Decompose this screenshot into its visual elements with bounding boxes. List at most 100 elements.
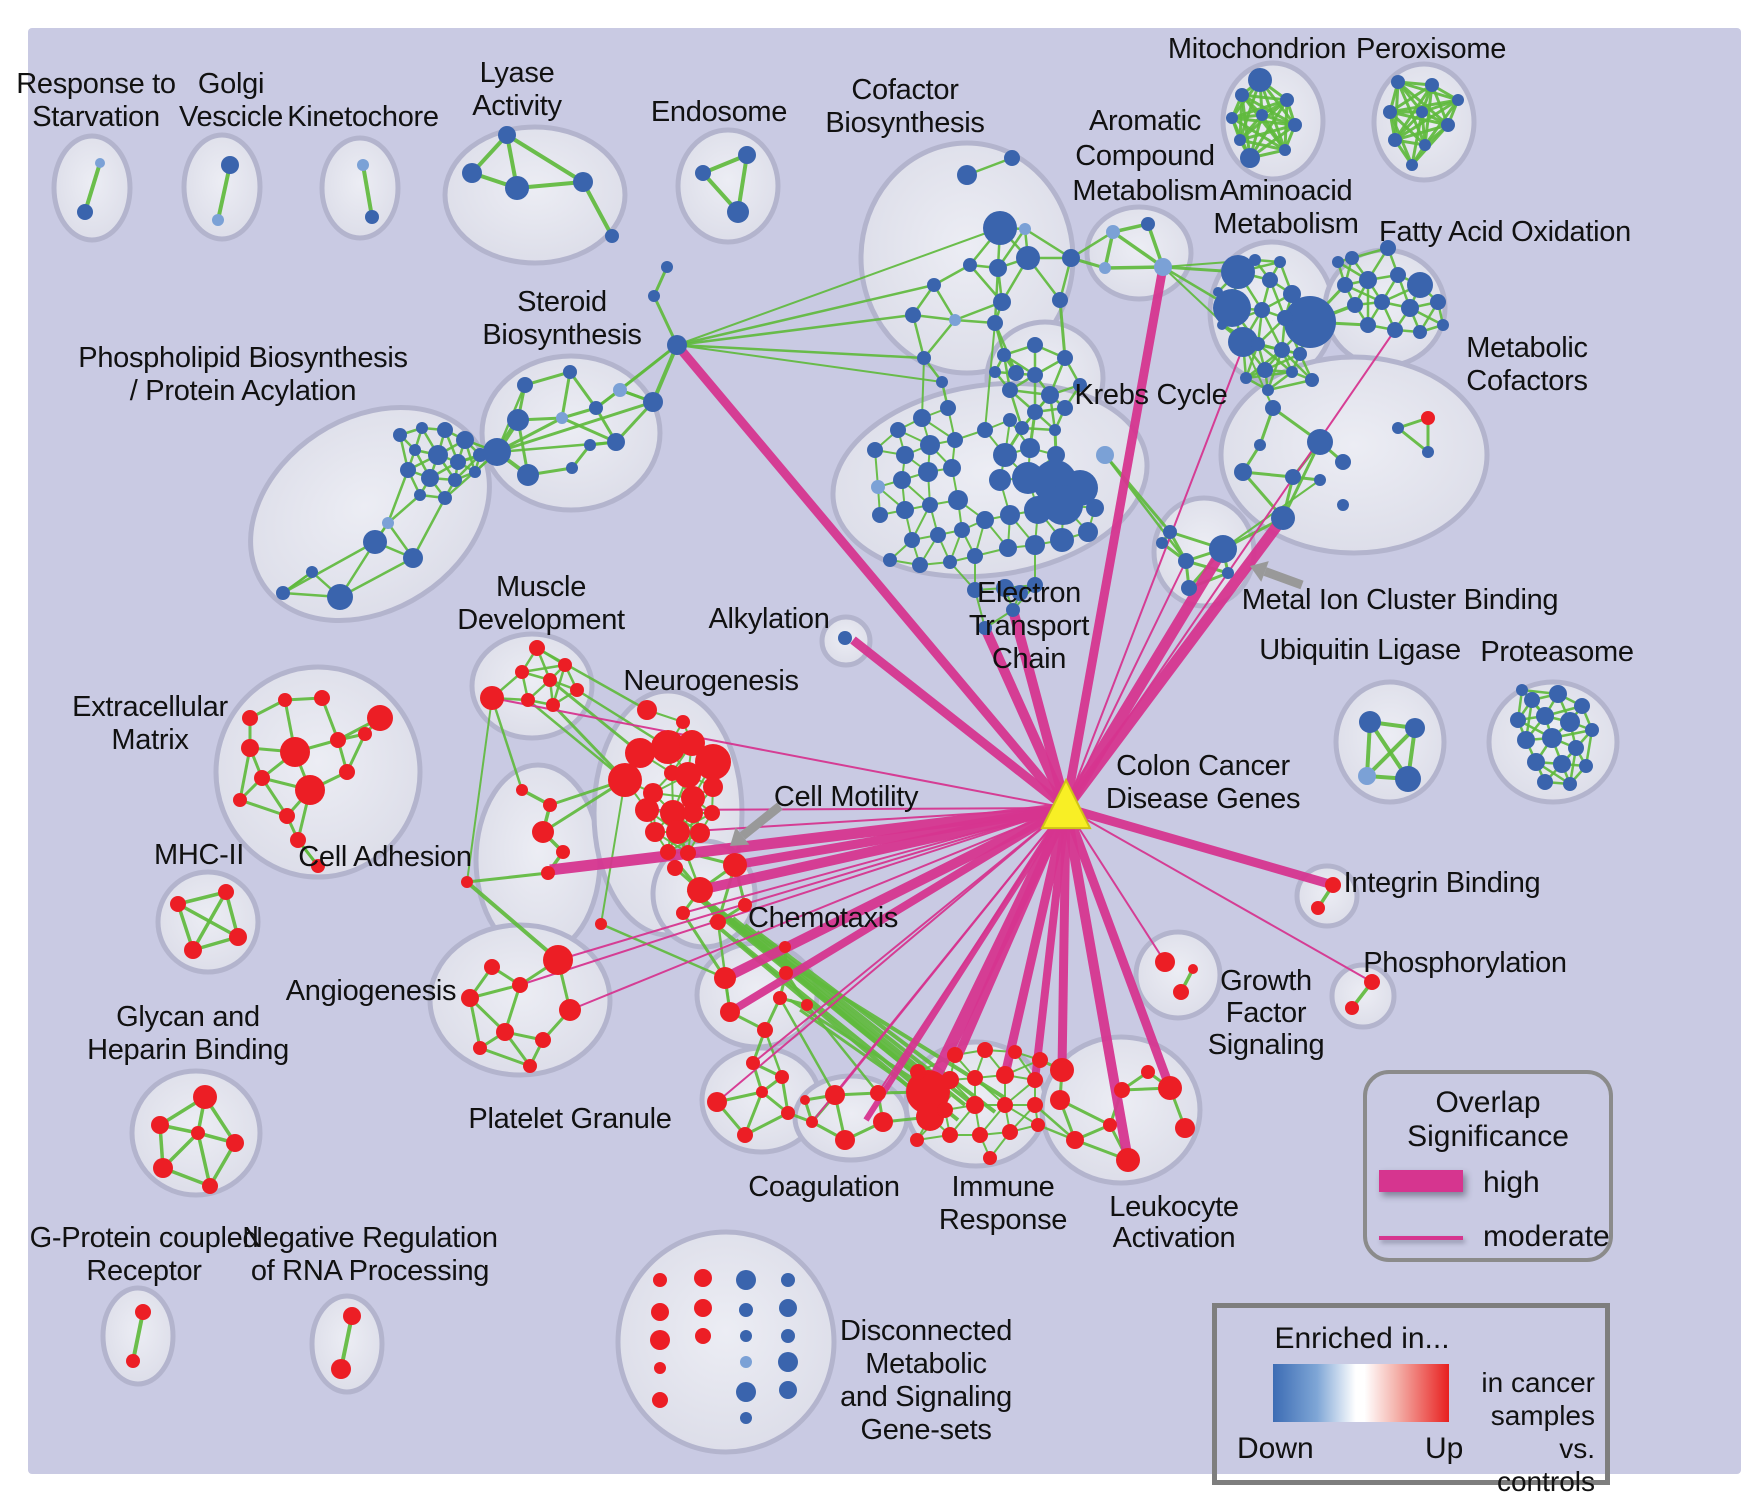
gene-set-node [1248,68,1272,92]
gene-set-node [438,491,452,505]
gene-set-node [409,444,421,456]
cluster-bubble-ubiquitin-ligase [1333,679,1447,805]
coexpression-edge [676,344,943,383]
gene-set-node [1413,325,1427,339]
label-line: Coagulation [748,1171,900,1203]
label-integrin-binding: Integrin Binding [1344,867,1541,899]
label-golgi-vescicle: Golgi Vescicle [179,68,283,133]
gene-set-node [937,1102,953,1118]
gene-set-node [1284,296,1336,348]
gene-set-node [675,762,701,788]
gene-set-node [126,1354,140,1368]
gene-set-node [242,710,258,726]
gene-set-node [1178,553,1194,569]
gene-set-node [976,511,994,529]
gene-set-node [905,307,921,323]
gene-set-node [1086,499,1104,517]
gene-set-node [570,683,584,697]
label-line: Cell Motility [774,781,919,813]
gene-set-node [835,1130,855,1150]
gene-set-node [704,805,720,821]
gene-set-node [648,290,660,302]
gene-set-node [1078,522,1098,542]
gene-set-node [645,822,665,842]
gene-set-node [775,1070,789,1084]
gene-set-node [241,739,259,757]
label-kinetochore: Kinetochore [287,101,438,133]
label-line: Immune [952,1171,1055,1203]
gene-set-node [727,201,749,223]
gene-set-node [403,548,423,568]
gene-set-node [480,686,504,710]
gene-set-node [941,1071,959,1089]
gene-set-node [226,1134,244,1152]
gene-set-node [414,489,426,501]
overlap-edge-moderate [1065,341,1246,809]
gene-set-node [779,941,791,953]
coexpression-edge [549,678,641,755]
label-line: Extracellular [72,691,228,723]
coexpression-edge [1241,93,1288,102]
label-line: Golgi [198,68,264,100]
coexpression-edge [551,703,627,782]
gene-set-node [1279,144,1291,156]
gene-set-node [1181,580,1197,596]
label-line: Proteasome [1480,636,1633,668]
cluster-bubble-golgi-vescicle [181,132,263,242]
gene-set-node [1008,365,1024,381]
label-muscle-development: Muscle Development [457,571,625,636]
gene-set-node [1563,777,1577,791]
gene-set-node [723,853,747,877]
gene-set-node [330,732,346,748]
gene-set-node [1240,148,1260,168]
gene-set-node [651,730,685,764]
gene-set-node [676,906,690,920]
gene-set-node [218,884,234,900]
label-line: Kinetochore [287,101,438,133]
gene-set-node [996,1066,1014,1084]
coexpression-edge [600,779,626,925]
gene-set-node [1286,366,1298,378]
coexpression-edge [239,798,288,818]
gene-set-node [1025,535,1045,555]
label-line: Signaling [1208,1029,1325,1061]
gene-set-node [314,690,330,706]
gene-set-node [910,1064,926,1080]
gene-set-node [1416,106,1428,118]
gene-set-node [279,808,295,824]
gene-set-node [954,522,970,538]
label-line: Fatty Acid Oxidation [1379,216,1631,248]
coexpression-edge [536,646,648,712]
coexpression-edge [1248,99,1289,159]
gene-set-node [1050,1090,1070,1110]
gene-set-node [999,539,1017,557]
coexpression-edge [576,688,669,749]
label-line: Factor [1226,997,1307,1029]
gene-set-node [1359,271,1377,289]
gene-set-node [1574,698,1590,714]
gene-set-node [1103,1118,1117,1132]
gene-set-node [1106,225,1120,239]
gene-set-node [1380,240,1396,256]
legend-overlap-significance: Overlap Significance high moderate [1363,1070,1613,1262]
gene-set-node [1262,384,1274,396]
gene-set-node [170,896,186,912]
gene-set-node [416,422,428,434]
gene-set-node [947,1047,963,1063]
gene-set-node [1062,249,1080,267]
gene-set-node [339,764,355,780]
gene-set-node [1360,317,1376,333]
coexpression-edge [568,371,598,409]
gene-set-node [1114,1082,1130,1098]
label-phospholipid-biosynthesis: Phospholipid Biosynthesis / Protein Acyla… [78,342,407,407]
gene-set-node [997,1097,1013,1113]
gene-set-node [584,439,596,451]
gene-set-node [543,798,557,812]
gene-set-node [781,1329,795,1343]
gene-set-node [280,737,310,767]
gene-set-node [949,314,961,326]
gene-set-node [1405,718,1425,738]
gene-set-node [736,1270,756,1290]
gene-set-node [654,1362,666,1374]
coexpression-edge [1394,123,1449,142]
